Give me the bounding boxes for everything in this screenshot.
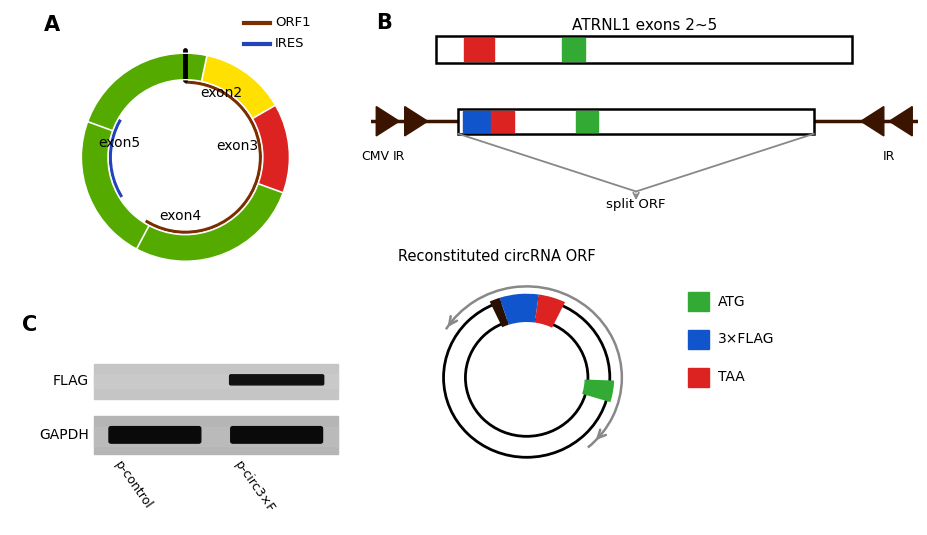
- Wedge shape: [108, 119, 128, 198]
- Wedge shape: [201, 56, 275, 118]
- Text: IR: IR: [393, 150, 405, 163]
- Bar: [562, 38, 585, 61]
- Bar: [463, 111, 490, 132]
- Text: C: C: [22, 315, 37, 335]
- Text: ORF1: ORF1: [275, 17, 311, 29]
- Bar: [94, 364, 337, 399]
- FancyBboxPatch shape: [230, 375, 324, 385]
- Polygon shape: [376, 106, 400, 136]
- Text: A: A: [44, 16, 59, 35]
- Wedge shape: [500, 294, 539, 325]
- Bar: [94, 374, 337, 388]
- Bar: [688, 292, 709, 311]
- Wedge shape: [489, 298, 509, 327]
- Text: B: B: [376, 13, 392, 33]
- Text: p-circ3×F: p-circ3×F: [232, 458, 276, 515]
- Text: exon5: exon5: [98, 136, 140, 150]
- Wedge shape: [136, 105, 289, 261]
- Text: ATG: ATG: [718, 295, 745, 309]
- Bar: [94, 427, 337, 446]
- Text: 3×FLAG: 3×FLAG: [718, 332, 775, 346]
- Text: GAPDH: GAPDH: [39, 428, 89, 442]
- Text: IR: IR: [883, 150, 895, 163]
- Bar: [437, 36, 852, 63]
- Text: Reconstituted circRNA ORF: Reconstituted circRNA ORF: [399, 249, 596, 264]
- Text: split ORF: split ORF: [606, 198, 666, 211]
- Wedge shape: [82, 121, 149, 249]
- Text: FLAG: FLAG: [53, 374, 89, 388]
- Bar: [688, 368, 709, 386]
- Polygon shape: [861, 106, 883, 136]
- Wedge shape: [582, 379, 614, 402]
- Circle shape: [112, 85, 259, 230]
- Bar: [458, 109, 814, 134]
- Text: CMV: CMV: [361, 150, 389, 163]
- Polygon shape: [405, 106, 427, 136]
- Bar: [94, 416, 337, 454]
- Text: IRES: IRES: [275, 37, 305, 50]
- Bar: [491, 111, 514, 132]
- Text: ATRNL1 exons 2~5: ATRNL1 exons 2~5: [572, 18, 717, 34]
- Bar: [464, 38, 494, 61]
- Text: exon3: exon3: [216, 139, 259, 153]
- FancyBboxPatch shape: [109, 426, 201, 443]
- Wedge shape: [145, 81, 262, 234]
- FancyBboxPatch shape: [231, 426, 323, 443]
- Bar: [576, 111, 598, 132]
- Bar: [688, 330, 709, 349]
- Text: exon2: exon2: [200, 86, 242, 100]
- Text: TAA: TAA: [718, 370, 745, 384]
- Wedge shape: [535, 295, 565, 327]
- Text: exon4: exon4: [159, 209, 202, 223]
- Wedge shape: [82, 54, 283, 261]
- Text: p-control: p-control: [112, 458, 155, 511]
- Polygon shape: [889, 106, 912, 136]
